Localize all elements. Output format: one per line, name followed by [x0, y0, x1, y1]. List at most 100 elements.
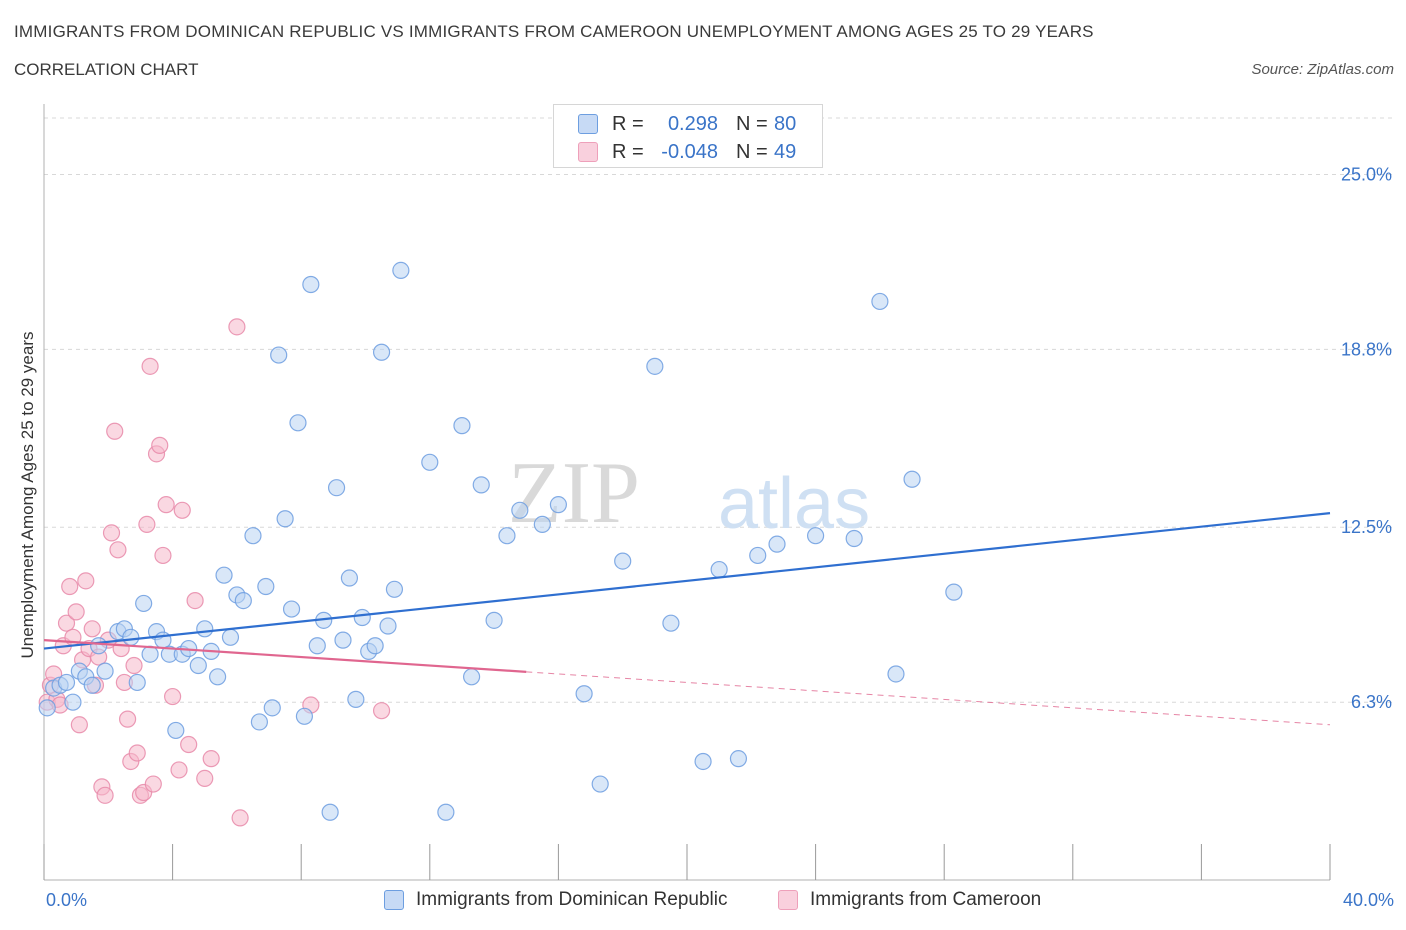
cameroon-point — [77, 572, 95, 590]
watermark-atlas: atlas — [718, 464, 870, 544]
dominican-point — [533, 515, 551, 534]
chart-subtitle: CORRELATION CHART — [14, 60, 199, 79]
cameroon-point — [372, 702, 391, 720]
cameroon-point — [173, 501, 191, 519]
cameroon-point — [67, 603, 85, 621]
series-legend-cameroon: Immigrants from Cameroon — [778, 889, 1041, 911]
dominican-point — [96, 662, 114, 680]
cameroon-point — [128, 744, 146, 762]
y-tick-label: 12.5% — [1341, 517, 1392, 537]
legend-r-value: -0.048 — [661, 140, 718, 163]
dominican-point — [308, 637, 326, 655]
y-tick-label: 6.3% — [1351, 692, 1392, 712]
watermark-zip: ZIP — [508, 445, 640, 542]
cameroon-trend-line — [43, 639, 527, 673]
legend-row-dominican: R = 0.298 N = 80 — [578, 111, 796, 137]
series-swatch-pink — [778, 890, 798, 910]
dominican-point — [372, 343, 391, 361]
cameroon-point — [83, 620, 101, 638]
dominican-point — [57, 673, 76, 692]
dominican-point — [327, 479, 346, 497]
dominican-point — [710, 560, 728, 579]
dominican-point — [295, 707, 314, 725]
dominican-point — [945, 583, 963, 601]
cameroon-point — [164, 687, 182, 706]
series-legend-dominican: Immigrants from Dominican Republic — [384, 889, 728, 911]
dominican-point — [366, 637, 384, 655]
series-legend-label: Immigrants from Dominican Republic — [416, 889, 728, 910]
dominican-point — [321, 803, 339, 821]
dominican-point — [276, 510, 294, 528]
cameroon-point — [96, 786, 114, 804]
dominican-point — [83, 676, 101, 694]
cameroon-point — [70, 716, 88, 734]
dominican-point — [263, 699, 281, 717]
cameroon-point — [186, 591, 204, 610]
cameroon-point — [138, 515, 156, 534]
dominican-point — [421, 453, 439, 471]
dominican-point — [768, 535, 786, 553]
dominican-point — [845, 529, 863, 548]
dominican-point — [887, 665, 905, 683]
dominican-point — [749, 546, 767, 565]
axes — [43, 104, 1331, 881]
dominican-point — [498, 527, 516, 545]
dominican-point — [302, 275, 320, 294]
dominican-point — [646, 357, 664, 375]
dominican-point — [38, 699, 56, 717]
dominican-point — [485, 611, 503, 629]
dominican-point — [392, 261, 410, 279]
dominican-point — [282, 600, 301, 618]
chart-title: IMMIGRANTS FROM DOMINICAN REPUBLIC VS IM… — [14, 22, 1094, 41]
dominican-point — [221, 628, 240, 646]
legend-row-cameroon: R = -0.048 N = 49 — [578, 139, 796, 165]
x-tick-max: 40.0% — [1342, 890, 1394, 910]
x-tick-min: 0.0% — [46, 890, 88, 910]
dominican-point — [135, 594, 153, 613]
legend-n-label: N = — [736, 140, 768, 163]
cameroon-point — [196, 769, 214, 788]
gridlines — [44, 117, 1392, 703]
dominican-point — [462, 668, 481, 686]
legend-swatch-pink — [578, 142, 598, 162]
dominican-point — [215, 566, 233, 584]
legend-r-label: R = — [612, 112, 644, 135]
cameroon-point — [180, 735, 198, 754]
cameroon-point — [228, 318, 246, 336]
correlation-legend: R = 0.298 N = 80 R = -0.048 N = 49 — [553, 104, 823, 168]
dominican-point — [694, 752, 712, 771]
dominican-trend-line — [43, 512, 1331, 650]
y-tick-label: 25.0% — [1341, 164, 1392, 184]
dominican-point — [122, 628, 140, 646]
cameroon-point — [157, 496, 175, 514]
dominican-point — [189, 656, 207, 675]
cameroon-point — [170, 761, 188, 779]
dominican-point — [234, 591, 252, 610]
cameroon-point — [57, 614, 76, 632]
cameroon-points — [38, 318, 391, 827]
dominican-point — [729, 750, 748, 768]
dominican-point — [379, 617, 397, 635]
dominican-point — [250, 713, 269, 731]
dominican-point — [167, 721, 185, 740]
cameroon-point — [102, 524, 121, 542]
dominican-point — [289, 414, 307, 432]
dominican-point — [385, 580, 404, 598]
legend-r-value: 0.298 — [667, 112, 718, 135]
dominican-point — [453, 417, 471, 435]
dominican-point — [662, 614, 680, 632]
dominican-point — [353, 608, 371, 627]
dominican-point — [591, 775, 609, 793]
series-legend: Immigrants from Dominican Republic Immig… — [0, 889, 1406, 915]
legend-n-value: 49 — [774, 140, 797, 163]
y-tick-label: 18.8% — [1341, 339, 1392, 359]
dominican-point — [244, 527, 262, 545]
dominican-point — [196, 620, 214, 638]
cameroon-point — [106, 422, 124, 440]
series-swatch-blue — [384, 890, 404, 910]
y-axis-label: Unemployment Among Ages 25 to 29 years — [18, 331, 37, 659]
legend-n-value: 80 — [774, 112, 797, 135]
dominican-point — [340, 569, 359, 587]
dominican-point — [871, 292, 889, 311]
